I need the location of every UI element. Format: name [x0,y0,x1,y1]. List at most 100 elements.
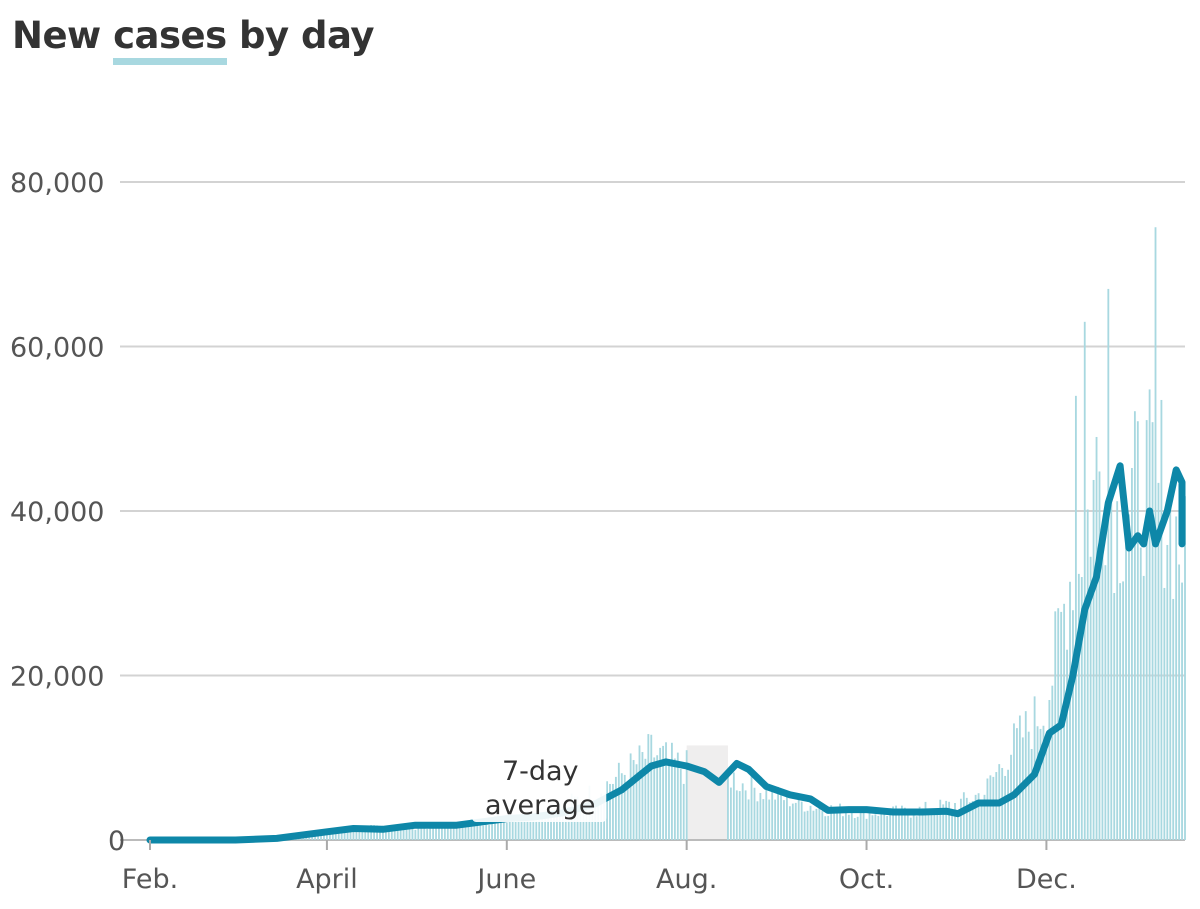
daily-bar [1072,610,1074,840]
x-tick-label-Feb.: Feb. [122,864,178,895]
daily-bar [744,790,747,840]
daily-bar [774,799,777,840]
daily-bar [741,783,744,840]
daily-bar [806,810,809,840]
daily-bar [1018,715,1021,840]
daily-bar [443,828,446,840]
daily-bar [1101,537,1104,840]
y-axis-labels: 0 20,000 40,000 60,000 80,000 [10,168,125,857]
daily-bar [561,806,564,840]
daily-bar [1128,514,1130,840]
daily-bar [1016,728,1018,840]
daily-bar [1051,685,1054,840]
daily-bar [567,806,570,840]
daily-bar [461,822,464,840]
daily-bar [1122,581,1124,840]
daily-bar [783,800,785,840]
daily-bar [939,799,942,840]
daily-bar [1086,509,1089,840]
daily-bar [352,830,355,840]
daily-bar [1077,573,1080,840]
daily-bar [909,817,912,840]
daily-bar [927,812,930,840]
daily-bar [505,822,508,840]
daily-bar [786,791,788,840]
daily-bar [361,829,364,840]
daily-bar [1104,565,1107,840]
annotation-line-1: 7-day [502,756,579,787]
daily-bar [747,799,750,840]
daily-bar [420,825,423,840]
daily-bar [476,818,479,840]
annotation-backdrop [472,756,607,822]
daily-bar [839,803,841,840]
daily-bar [650,734,653,840]
daily-bar [818,807,821,840]
daily-bar [1169,501,1172,840]
daily-bar [1007,769,1009,840]
daily-bar [977,793,980,840]
daily-bar [529,819,532,840]
daily-bar [753,787,756,840]
daily-bar [983,794,986,840]
daily-bar [435,822,437,840]
daily-bar [384,827,387,840]
daily-bar [387,830,390,840]
daily-bar [396,828,399,840]
daily-bar [1151,422,1154,840]
daily-bar [382,826,384,840]
daily-bar [1098,471,1101,840]
daily-bar [1110,502,1113,840]
daily-bar [729,787,732,840]
daily-bar [936,813,939,840]
daily-bar [809,805,812,840]
daily-bar [1178,564,1181,840]
daily-bar [441,825,443,840]
daily-bar [850,812,853,840]
daily-bar [668,759,670,840]
daily-bar [417,827,420,840]
daily-bar [1092,479,1095,840]
daily-bar [393,828,396,840]
daily-bar [1048,699,1051,840]
daily-bar [842,816,844,840]
daily-bar [880,808,883,840]
daily-bar [458,827,461,840]
daily-bar [659,747,662,840]
daily-bar [585,805,588,840]
daily-bar [467,821,470,840]
daily-bar [836,808,838,840]
x-tick-label-June: June [475,864,536,895]
daily-bar [824,816,827,840]
daily-bar [791,803,794,840]
daily-bar [968,802,971,840]
daily-bar [1030,748,1033,840]
daily-bar [1166,544,1169,840]
daily-bar [821,811,824,840]
daily-bar [331,831,334,840]
daily-bar [986,778,989,840]
daily-bar [408,828,411,840]
daily-bar [750,774,753,840]
daily-bar [623,774,626,840]
daily-bar [844,811,847,840]
daily-bar [656,755,659,840]
daily-bar [827,815,830,840]
x-tick-label-Oct.: Oct. [839,864,894,895]
daily-bar [550,811,552,840]
daily-bar [635,764,638,840]
daily-bar [497,815,499,840]
daily-bar [532,818,535,840]
daily-bar [426,828,429,840]
daily-bar [1160,399,1163,840]
daily-bar [1172,598,1175,840]
daily-bar [833,810,836,840]
chart-title-part-3: by day [226,14,374,57]
daily-bar [626,783,629,840]
daily-bar [874,814,877,840]
daily-bar [957,810,959,840]
daily-bar [556,816,558,840]
